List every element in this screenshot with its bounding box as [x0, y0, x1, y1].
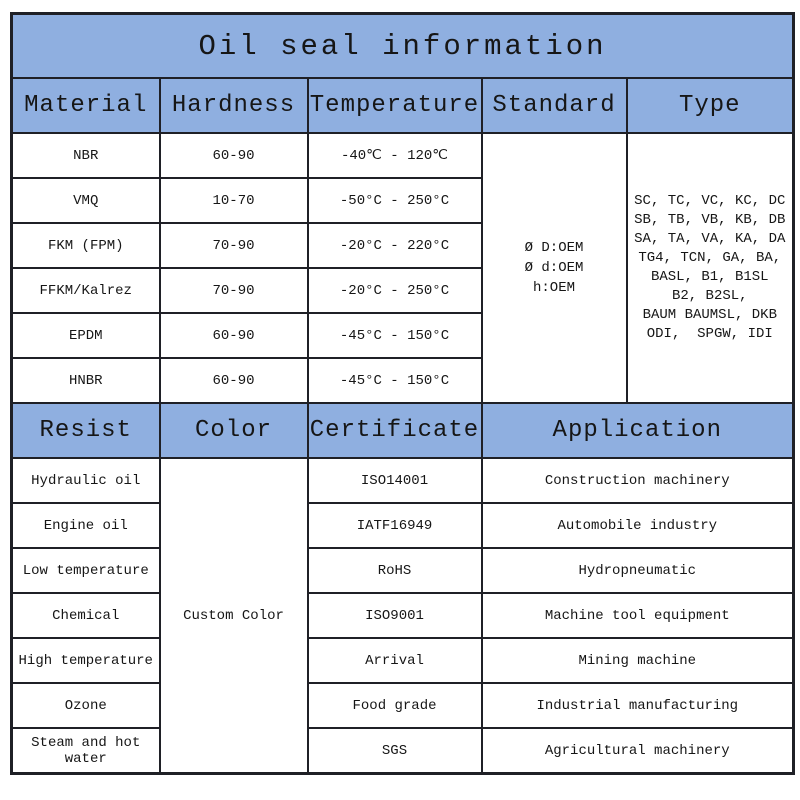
standard-line: Ø d:OEM — [524, 260, 584, 276]
resist-cell: Steam and hot water — [10, 727, 161, 775]
column-header-hardness: Hardness — [158, 77, 309, 134]
column-header-type: Type — [625, 77, 795, 134]
type-line: SB, TB, VB, KB, DB — [634, 212, 786, 228]
type-line: B2, B2SL, — [671, 288, 748, 304]
standard-oem-cell: Ø D:OEM Ø d:OEM h:OEM — [480, 132, 628, 404]
application-cell: Construction machinery — [480, 457, 795, 504]
temperature-cell: -20°C - 220°C — [306, 222, 483, 269]
temperature-cell: -20°C - 250°C — [306, 267, 483, 314]
certificate-cell: RoHS — [306, 547, 483, 594]
hardness-cell: 70-90 — [158, 267, 309, 314]
column-header-resist: Resist — [10, 402, 161, 459]
temperature-cell: -45°C - 150°C — [306, 312, 483, 359]
certificate-cell: Food grade — [306, 682, 483, 729]
hardness-cell: 60-90 — [158, 132, 309, 179]
certificate-cell: Arrival — [306, 637, 483, 684]
table-row: NBR 60-90 -40℃ - 120℃ Ø D:OEM Ø d:OEM h:… — [10, 132, 795, 404]
page-title: Oil seal information — [10, 12, 795, 79]
column-header-certificate: Certificate — [306, 402, 483, 459]
hardness-cell: 60-90 — [158, 357, 309, 404]
application-cell: Automobile industry — [480, 502, 795, 549]
type-line: SC, TC, VC, KC, DC — [634, 193, 786, 209]
oil-seal-spec-table: Oil seal information Material Hardness T… — [10, 12, 796, 775]
table-row: Hydraulic oil Custom Color ISO14001 Cons… — [10, 457, 795, 775]
column-header-standard: Standard — [480, 77, 628, 134]
table-row: HNBR 60-90 -45°C - 150°C — [10, 357, 794, 404]
table-row: Ozone Food grade Industrial manufacturin… — [10, 682, 795, 729]
material-cell: NBR — [10, 132, 161, 179]
column-header-temperature: Temperature — [306, 77, 483, 134]
resist-cell: Ozone — [10, 682, 161, 729]
material-cell: HNBR — [10, 357, 161, 404]
resist-cell: Hydraulic oil — [10, 457, 161, 504]
certificate-cell: SGS — [306, 727, 483, 775]
table-row: Engine oil IATF16949 Automobile industry — [10, 502, 795, 549]
standard-line: Ø D:OEM — [524, 240, 584, 256]
temperature-cell: -40℃ - 120℃ — [306, 132, 483, 179]
column-header-color: Color — [158, 402, 309, 459]
resist-cell: Low temperature — [10, 547, 161, 594]
application-cell: Machine tool equipment — [480, 592, 795, 639]
application-cell: Agricultural machinery — [480, 727, 795, 775]
custom-color-cell: Custom Color — [158, 457, 309, 775]
type-line: BAUM BAUMSL, DKB — [642, 307, 777, 323]
temperature-cell: -45°C - 150°C — [306, 357, 483, 404]
table-row: FKM (FPM) 70-90 -20°C - 220°C — [10, 222, 794, 269]
type-line: BASL, B1, B1SL — [650, 269, 769, 285]
column-header-material: Material — [10, 77, 161, 134]
resist-cell: High temperature — [10, 637, 161, 684]
standard-line: h:OEM — [532, 280, 575, 296]
hardness-cell: 10-70 — [158, 177, 309, 224]
table-row: EPDM 60-90 -45°C - 150°C — [10, 312, 794, 359]
hardness-cell: 60-90 — [158, 312, 309, 359]
material-cell: FFKM/Kalrez — [10, 267, 161, 314]
certificate-cell: ISO9001 — [306, 592, 483, 639]
type-line: SA, TA, VA, KA, DA — [634, 231, 786, 247]
resist-cell: Chemical — [10, 592, 161, 639]
certificate-cell: IATF16949 — [306, 502, 483, 549]
table-row: High temperature Arrival Mining machine — [10, 637, 795, 684]
material-cell: VMQ — [10, 177, 161, 224]
type-line: TG4, TCN, GA, BA, — [638, 250, 782, 266]
application-cell: Hydropneumatic — [480, 547, 795, 594]
temperature-cell: -50°C - 250°C — [306, 177, 483, 224]
table-row: Steam and hot water SGS Agricultural mac… — [10, 727, 795, 775]
application-cell: Industrial manufacturing — [480, 682, 795, 729]
resist-cell: Engine oil — [10, 502, 161, 549]
type-list-cell: SC, TC, VC, KC, DC SB, TB, VB, KB, DB SA… — [625, 132, 795, 404]
certificate-cell: ISO14001 — [306, 457, 483, 504]
table-row: Chemical ISO9001 Machine tool equipment — [10, 592, 795, 639]
table-row: VMQ 10-70 -50°C - 250°C — [10, 177, 794, 224]
table-row: FFKM/Kalrez 70-90 -20°C - 250°C — [10, 267, 794, 314]
material-cell: FKM (FPM) — [10, 222, 161, 269]
type-line: ODI, SPGW, IDI — [646, 326, 773, 342]
hardness-cell: 70-90 — [158, 222, 309, 269]
application-cell: Mining machine — [480, 637, 795, 684]
column-header-application: Application — [480, 402, 795, 459]
material-cell: EPDM — [10, 312, 161, 359]
table-row: Low temperature RoHS Hydropneumatic — [10, 547, 795, 594]
